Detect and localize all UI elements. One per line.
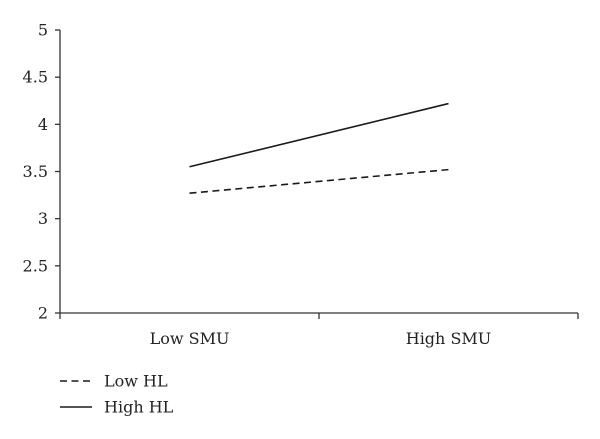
x-category-label: Low SMU bbox=[150, 329, 230, 348]
series-line-low-hl bbox=[189, 168, 449, 194]
y-tick-label: 2.5 bbox=[23, 256, 48, 275]
y-tick-label: 4 bbox=[38, 115, 48, 134]
y-ticks: 2 2.5 3 3.5 4 4.5 5 bbox=[23, 21, 60, 323]
y-tick-label: 5 bbox=[38, 21, 48, 40]
y-tick-label: 3.5 bbox=[23, 162, 48, 181]
legend: Low HL High HL bbox=[60, 372, 174, 417]
legend-label: High HL bbox=[104, 398, 174, 417]
y-tick-label: 2 bbox=[38, 304, 48, 323]
y-tick-label: 4.5 bbox=[23, 68, 48, 87]
x-ticks: Low SMU High SMU bbox=[59, 313, 579, 348]
x-category-label: High SMU bbox=[406, 329, 492, 348]
series-lines bbox=[189, 102, 449, 194]
series-line-high-hl bbox=[189, 102, 449, 168]
legend-label: Low HL bbox=[104, 372, 168, 391]
axes bbox=[59, 30, 578, 314]
y-tick-label: 3 bbox=[38, 209, 48, 228]
